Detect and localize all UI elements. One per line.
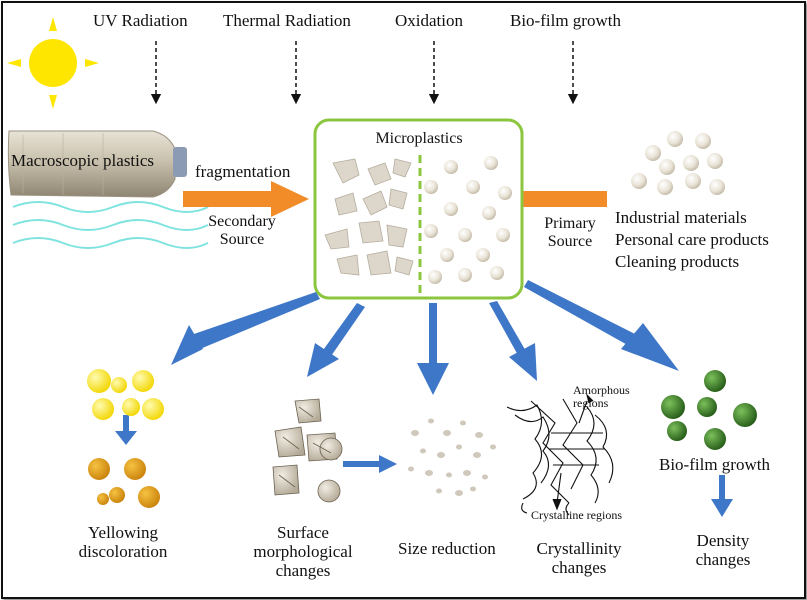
crystallinity-line-1: Crystallinity <box>536 539 622 558</box>
polymer-chains-illustration <box>506 393 614 516</box>
yellowing-down-arrow <box>115 415 137 445</box>
primary-beads-group <box>631 131 725 195</box>
density-line-2: changes <box>695 550 751 570</box>
biofilm-down-arrow <box>711 475 733 517</box>
secondary-source-arrow <box>183 181 309 217</box>
uv-radiation-label: UV Radiation <box>93 11 188 30</box>
orange-particles-group <box>88 458 160 508</box>
cracked-particles-group <box>272 398 343 503</box>
surface-line-2: morphological <box>253 542 353 562</box>
surface-arrow <box>307 303 365 377</box>
amorphous-regions-label: Amorphous regions <box>573 383 630 411</box>
biofilm-growth-top-label: Bio-film growth <box>510 11 621 30</box>
yellow-particles-group <box>87 369 164 420</box>
primary-source-item: Cleaning products <box>615 251 740 271</box>
primary-source-item: Personal care products <box>615 229 769 249</box>
primary-source-line-1: Primary <box>544 215 596 232</box>
biofilm-growth-label: Bio-film growth <box>659 455 770 474</box>
crystallinity-line-2: changes <box>551 558 607 578</box>
water-waves-icon <box>12 201 209 249</box>
crystalline-regions-label: Crystalline regions <box>531 508 622 522</box>
secondary-source-line-1: Secondary <box>208 213 276 230</box>
fragmentation-label: fragmentation <box>195 162 291 181</box>
macroscopic-plastics-label: Macroscopic plastics <box>11 151 155 170</box>
yellowing-line-1: Yellowing <box>87 523 159 542</box>
surface-line-1: Surface <box>277 523 329 542</box>
size-arrow <box>417 303 449 395</box>
amorphous-line-1: Amorphous <box>573 383 630 397</box>
amorphous-line-2: regions <box>573 396 609 411</box>
yellowing-line-2: discoloration <box>78 542 168 562</box>
oxidation-label: Oxidation <box>395 11 463 30</box>
surface-to-size-arrow <box>343 455 397 473</box>
secondary-source-label: Secondary Source <box>197 213 287 249</box>
bottle-icon <box>7 130 187 198</box>
microplastics-title: Microplastics <box>375 130 463 147</box>
primary-source-line-2: Source <box>547 232 593 250</box>
surface-morphological-label: Surface morphological changes <box>243 523 363 580</box>
crystallinity-arrow <box>489 301 537 381</box>
diagram-artwork <box>7 17 757 517</box>
surface-line-3: changes <box>275 561 331 581</box>
size-reduction-particles <box>408 418 496 496</box>
yellowing-arrow <box>171 292 320 365</box>
yellowing-label: Yellowing discoloration <box>63 523 183 561</box>
fragments-group <box>324 158 414 276</box>
density-changes-label: Density changes <box>673 531 773 569</box>
sun-icon <box>7 17 99 109</box>
primary-source-label: Primary Source <box>525 215 615 251</box>
beads-group <box>424 156 512 284</box>
primary-sources-list: Industrial materials Personal care produ… <box>615 207 769 272</box>
primary-source-item: Industrial materials <box>615 208 747 227</box>
thermal-radiation-label: Thermal Radiation <box>223 11 351 30</box>
green-particles-group <box>661 370 757 450</box>
biofilm-change-arrow <box>524 280 679 371</box>
crystallinity-label: Crystallinity changes <box>519 539 639 577</box>
density-line-1: Density <box>696 531 750 550</box>
size-reduction-label: Size reduction <box>398 539 496 558</box>
secondary-source-line-2: Source <box>219 230 265 248</box>
